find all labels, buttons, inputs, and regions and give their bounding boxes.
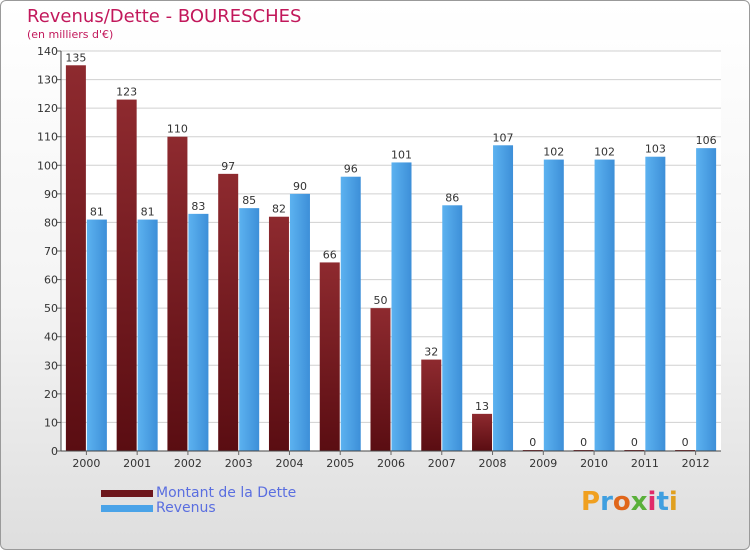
proxiti-logo: Proxiti: [581, 487, 678, 517]
bar-dette: [472, 413, 493, 451]
y-tick-label: 20: [44, 388, 58, 401]
x-tick-label: 2009: [529, 457, 557, 470]
value-label-revenus: 83: [191, 200, 205, 213]
value-label-revenus: 102: [594, 146, 615, 159]
value-label-dette: 0: [529, 436, 536, 449]
y-tick-label: 30: [44, 359, 58, 372]
x-tick-label: 2007: [428, 457, 456, 470]
y-tick-label: 120: [37, 102, 58, 115]
logo-letter: x: [630, 487, 648, 517]
y-tick-label: 90: [44, 188, 58, 201]
y-tick-label: 40: [44, 331, 58, 344]
logo-letter: i: [668, 487, 678, 517]
value-label-revenus: 107: [493, 131, 514, 144]
value-label-dette: 13: [475, 400, 489, 413]
x-tick-label: 2004: [275, 457, 303, 470]
y-tick-label: 50: [44, 302, 58, 315]
logo-letter: P: [581, 487, 601, 517]
bar-revenus: [137, 219, 158, 451]
bar-dette: [319, 262, 340, 451]
bar-revenus: [493, 145, 514, 452]
bars: 135 81 123 81 110 83 97 85 82 90 66 96 50 101 32 86 13 10…: [65, 51, 717, 452]
x-tick-label: 2010: [580, 457, 608, 470]
y-tick-label: 110: [37, 131, 58, 144]
bar-dette: [268, 216, 289, 451]
bar-dette: [370, 308, 391, 451]
y-tick-label: 10: [44, 416, 58, 429]
grid-lines: [61, 50, 721, 452]
value-label-dette: 50: [374, 294, 388, 307]
x-tick-label: 2008: [479, 457, 507, 470]
value-label-revenus: 85: [242, 194, 256, 207]
value-label-dette: 66: [323, 248, 337, 261]
bar-revenus: [86, 219, 107, 451]
y-tick-label: 0: [51, 445, 58, 458]
value-label-revenus: 96: [344, 163, 358, 176]
bar-dette: [167, 136, 188, 451]
bar-revenus: [442, 205, 463, 451]
legend-swatch-revenus: [101, 505, 153, 512]
bar-revenus: [340, 176, 361, 451]
x-tick-label: 2006: [377, 457, 405, 470]
value-label-dette: 0: [580, 436, 587, 449]
bar-revenus: [188, 213, 209, 451]
x-tick-label: 2002: [174, 457, 202, 470]
value-label-revenus: 81: [90, 206, 104, 219]
value-label-revenus: 106: [696, 134, 717, 147]
bar-revenus: [696, 148, 717, 451]
value-label-revenus: 103: [645, 143, 666, 156]
bar-revenus: [239, 208, 260, 451]
bar-revenus: [543, 159, 564, 452]
bar-revenus: [391, 162, 412, 451]
y-tick-label: 60: [44, 274, 58, 287]
x-tick-label: 2003: [225, 457, 253, 470]
value-label-revenus: 81: [141, 206, 155, 219]
y-tick-label: 70: [44, 245, 58, 258]
logo-letter: i: [647, 487, 657, 517]
legend-label-dette: Montant de la Dette: [156, 485, 297, 501]
chart-subtitle: (en milliers d'€): [27, 28, 114, 41]
value-label-revenus: 102: [543, 146, 564, 159]
bar-dette: [65, 65, 86, 452]
x-tick-label: 2011: [631, 457, 659, 470]
bar-revenus: [594, 159, 615, 452]
value-label-dette: 32: [424, 346, 438, 359]
y-tick-label: 140: [37, 45, 58, 58]
value-label-dette: 97: [221, 160, 235, 173]
legend-label-revenus: Revenus: [156, 500, 216, 516]
logo-letter: t: [656, 487, 669, 517]
y-axis: 0 10 20 30 40 50 60 70 80 90 100 110 120 130 140: [37, 45, 62, 458]
bar-dette: [116, 99, 137, 452]
bar-revenus: [645, 156, 666, 451]
y-tick-label: 130: [37, 74, 58, 87]
value-label-dette: 0: [631, 436, 638, 449]
x-tick-label: 2005: [326, 457, 354, 470]
x-tick-label: 2001: [123, 457, 151, 470]
value-label-dette: 82: [272, 203, 286, 216]
legend-swatch-dette: [101, 490, 153, 497]
bar-dette: [421, 359, 442, 451]
value-label-revenus: 101: [391, 148, 412, 161]
y-tick-label: 100: [37, 159, 58, 172]
value-label-dette: 123: [116, 86, 137, 99]
value-label-dette: 135: [65, 51, 86, 64]
value-label-dette: 110: [167, 123, 188, 136]
x-tick-label: 2012: [682, 457, 710, 470]
bar-revenus: [289, 193, 310, 451]
logo-letter: r: [600, 487, 613, 517]
x-axis: 2000 2001 2002 2003 2004 2005 2006 2007 2008 2009…: [61, 450, 721, 470]
x-tick-label: 2000: [72, 457, 100, 470]
value-label-dette: 0: [682, 436, 689, 449]
logo-letter: o: [612, 487, 631, 517]
value-label-revenus: 90: [293, 180, 307, 193]
value-label-revenus: 86: [445, 191, 459, 204]
chart-title: Revenus/Dette - BOURESCHES: [27, 6, 302, 27]
y-tick-label: 80: [44, 216, 58, 229]
bar-dette: [218, 173, 239, 451]
